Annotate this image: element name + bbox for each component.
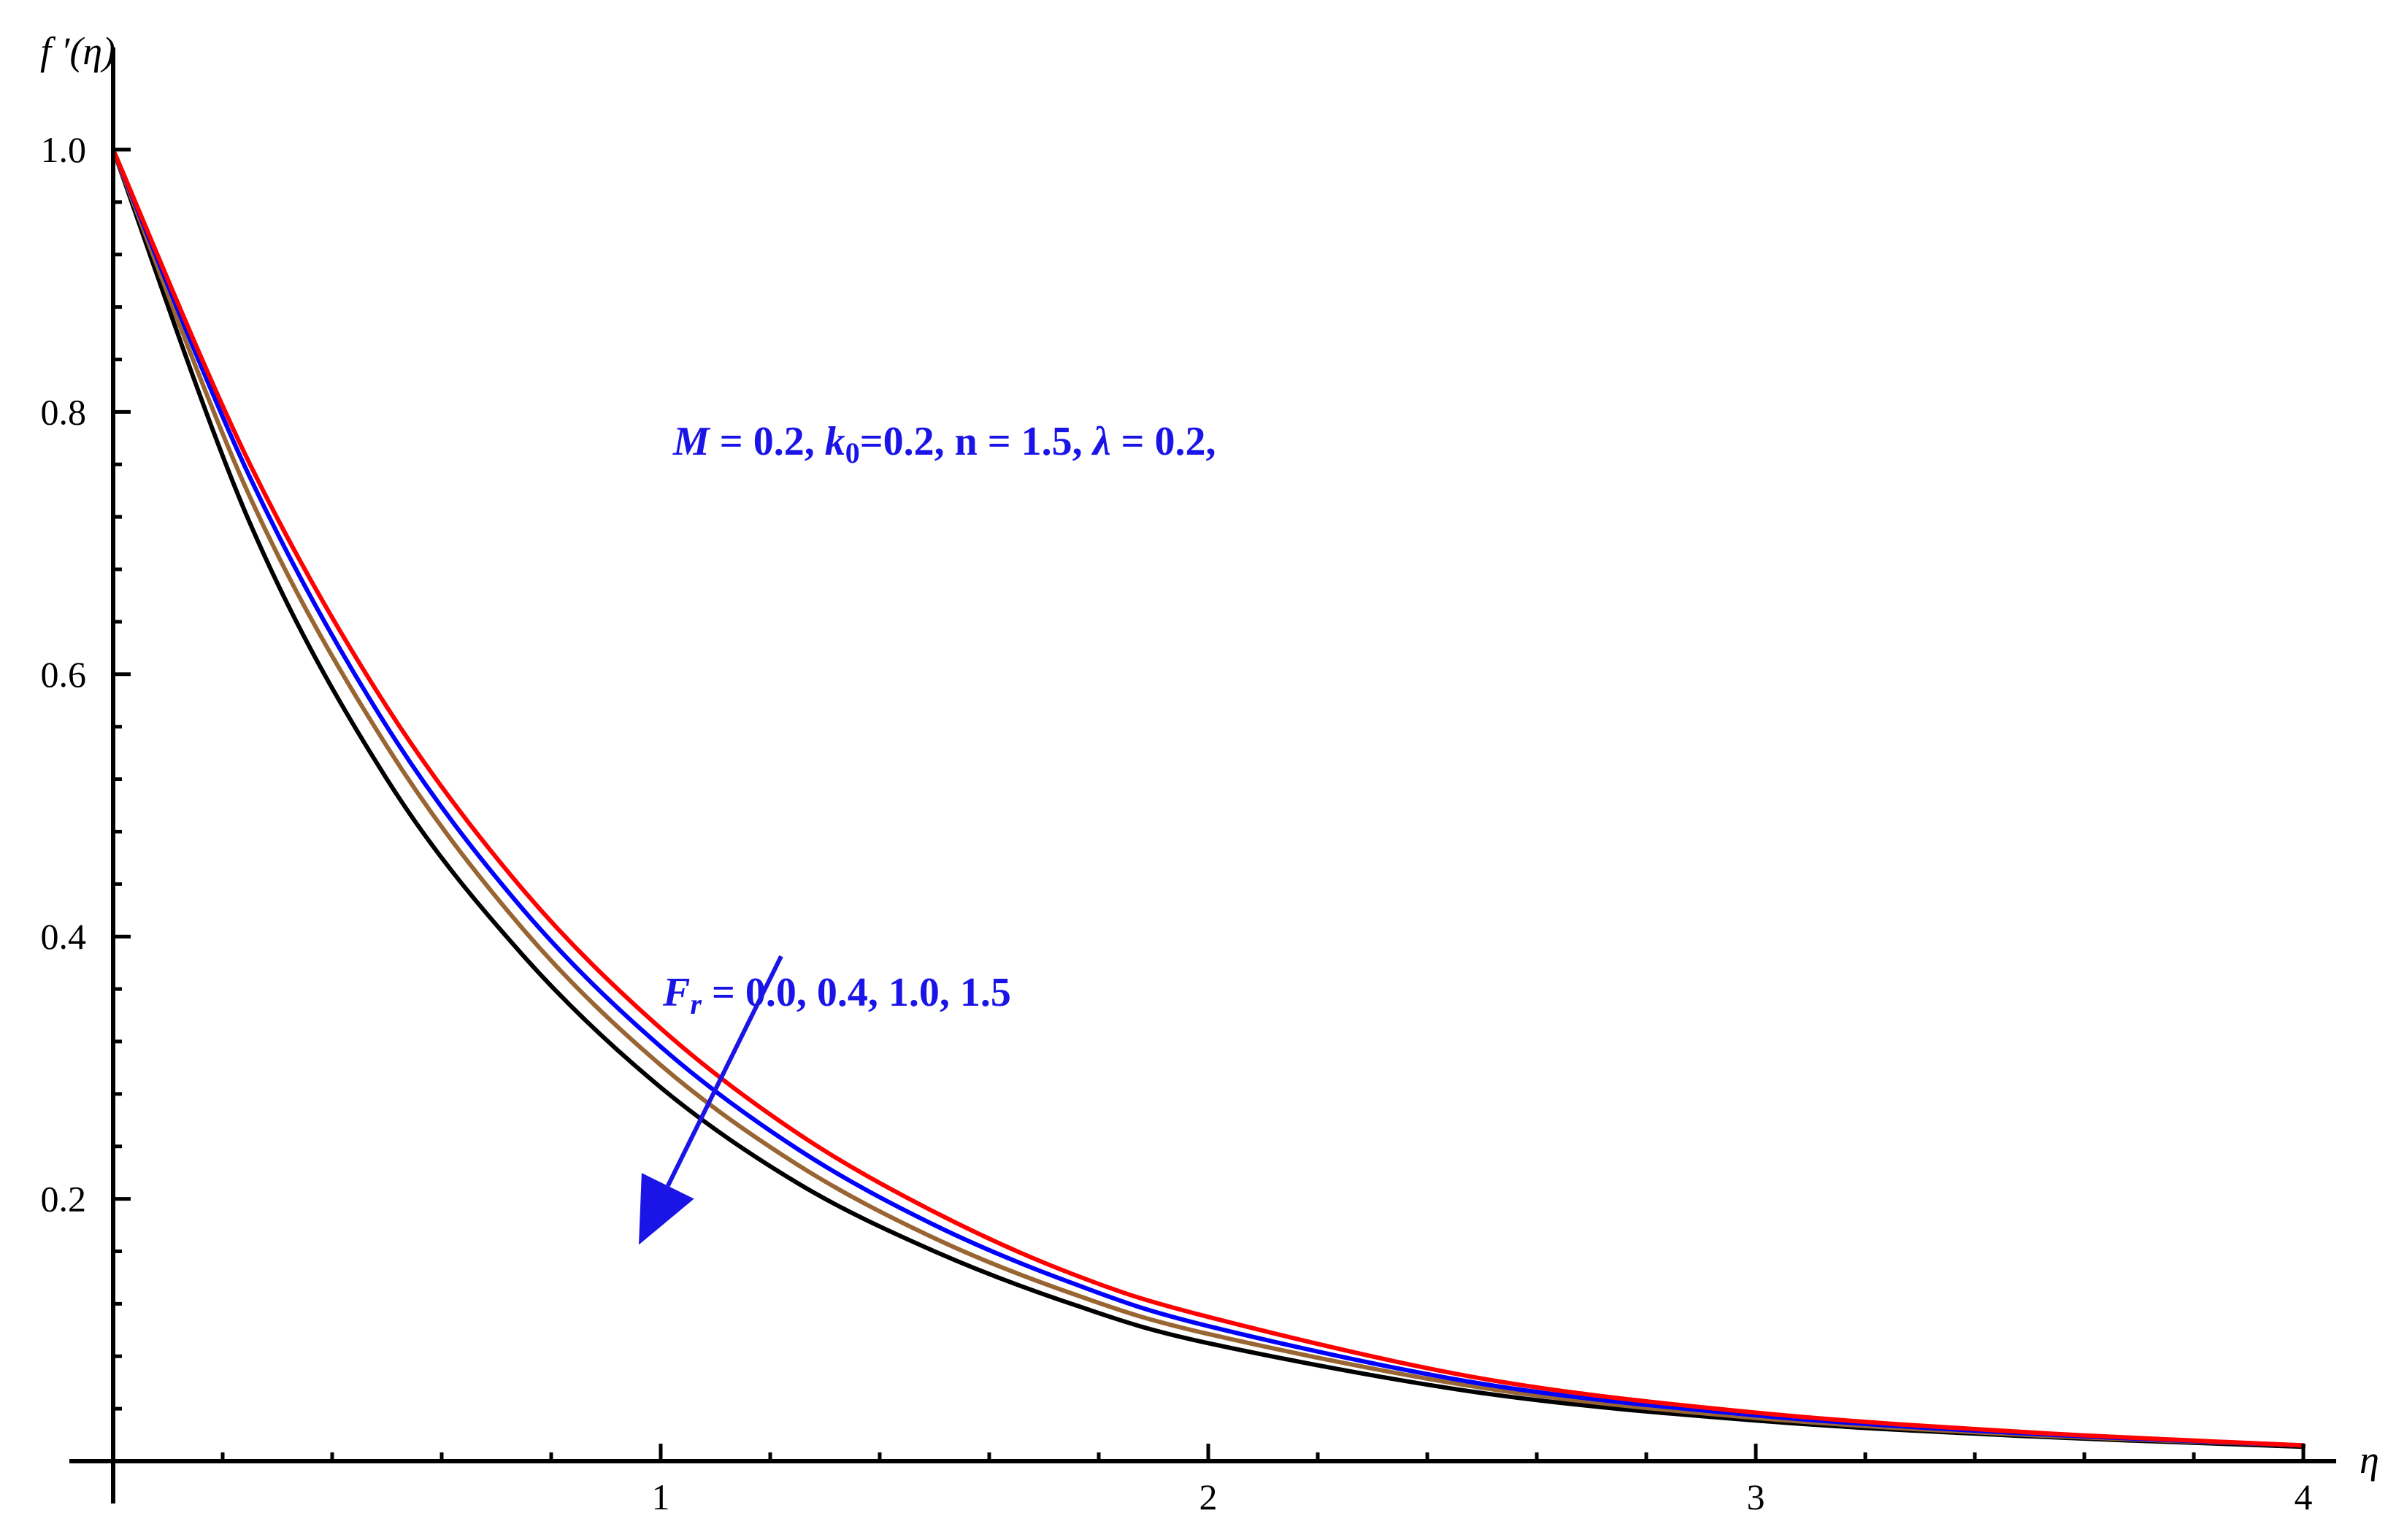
annotation-part: M	[672, 419, 711, 464]
annotation-part: = 0.0, 0.4, 1.0, 1.5	[702, 970, 1011, 1015]
annotation-part: k	[825, 419, 845, 464]
y-tick-label: 1.0	[41, 129, 87, 170]
axes: 1 2 3 4 0.2 0.4 0.6 0.8 1.0 η f ′(η)	[40, 29, 2379, 1517]
x-axis-label: η	[2360, 1438, 2379, 1482]
x-tick-label: 1	[652, 1477, 670, 1517]
x-tick-label: 3	[1747, 1477, 1765, 1517]
annotation-part: = 0.2,	[710, 419, 825, 464]
annotations: M = 0.2, k0=0.2, n = 1.5, λ = 0.2, Fr = 0…	[639, 419, 1216, 1245]
annotation-part: =0.2, n = 1.5,	[860, 419, 1093, 464]
series-lines	[111, 147, 2306, 1449]
annotation-params: M = 0.2, k0=0.2, n = 1.5, λ = 0.2,	[672, 419, 1216, 469]
x-tick-label: 4	[2295, 1477, 2313, 1517]
series-line-2	[111, 147, 2306, 1448]
y-tick-label: 0.8	[41, 391, 87, 432]
series-line-1	[111, 147, 2306, 1448]
annotation-part: r	[690, 987, 702, 1020]
annotation-part: 0	[845, 436, 860, 469]
annotation-part: λ	[1091, 419, 1111, 464]
arrow-shaft	[666, 955, 783, 1187]
series-line-3	[111, 147, 2306, 1448]
series-line-4	[111, 147, 2306, 1449]
y-tick-label: 0.6	[41, 654, 87, 695]
annotation-fr: Fr = 0.0, 0.4, 1.0, 1.5	[662, 970, 1011, 1020]
y-tick-label: 0.4	[41, 916, 87, 957]
x-tick-label: 2	[1199, 1477, 1218, 1517]
y-axis-label: f ′(η)	[40, 29, 115, 73]
annotation-part: = 0.2,	[1111, 419, 1216, 464]
arrow-head	[639, 1173, 694, 1245]
y-tick-label: 0.2	[41, 1179, 87, 1220]
annotation-part: F	[662, 970, 690, 1015]
